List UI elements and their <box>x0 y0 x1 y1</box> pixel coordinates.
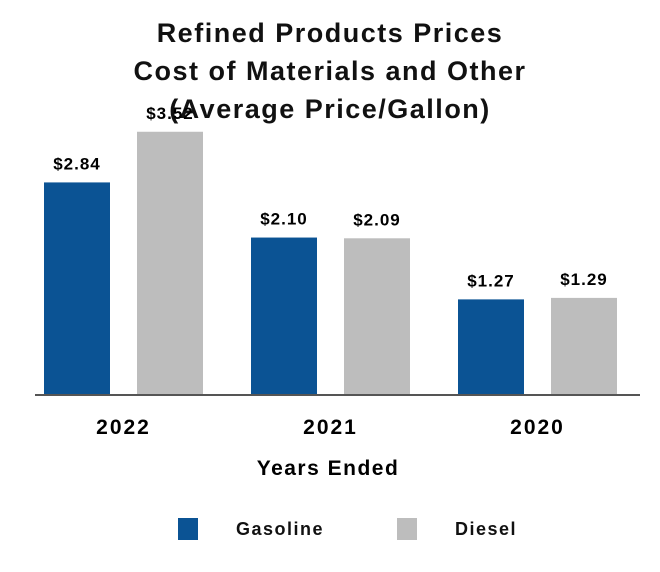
x-tick-label-2020: 2020 <box>510 416 565 439</box>
bar-diesel-2022 <box>137 131 203 394</box>
chart-title-line-2: Cost of Materials and Other <box>133 56 527 86</box>
bar-gasoline-2022 <box>44 182 110 394</box>
legend-swatch-gasoline <box>178 518 198 540</box>
legend-label-diesel: Diesel <box>455 518 518 539</box>
legend: Gasoline Diesel <box>0 518 660 548</box>
chart-title-line-3: (Average Price/Gallon) <box>169 94 491 124</box>
legend-item-diesel: Diesel <box>397 518 517 540</box>
value-label-diesel-2022: $3.52 <box>146 104 194 123</box>
value-label-diesel-2021: $2.09 <box>353 210 401 229</box>
legend-label-gasoline: Gasoline <box>236 518 325 539</box>
legend-item-gasoline: Gasoline <box>178 518 324 540</box>
x-tick-labels-group: 2022 2021 2020 <box>96 416 565 439</box>
value-label-gasoline-2022: $2.84 <box>53 154 101 173</box>
x-tick-label-2022: 2022 <box>96 416 151 439</box>
value-label-diesel-2020: $1.29 <box>560 270 608 289</box>
x-axis-label: Years Ended <box>257 457 400 480</box>
bar-gasoline-2021 <box>251 237 317 394</box>
bar-diesel-2020 <box>551 297 617 394</box>
value-labels-group: $2.84 $3.52 $2.10 $2.09 $1.27 $1.29 <box>53 104 608 291</box>
chart-title-line-1: Refined Products Prices <box>156 18 504 48</box>
chart-title: Refined Products Prices Cost of Material… <box>0 14 660 128</box>
bar-diesel-2021 <box>344 238 410 394</box>
legend-swatch-diesel <box>397 518 417 540</box>
bars-group <box>44 131 617 394</box>
x-tick-label-2021: 2021 <box>303 416 358 439</box>
value-label-gasoline-2021: $2.10 <box>260 210 308 229</box>
value-label-gasoline-2020: $1.27 <box>467 271 515 290</box>
bar-gasoline-2020 <box>458 299 524 394</box>
